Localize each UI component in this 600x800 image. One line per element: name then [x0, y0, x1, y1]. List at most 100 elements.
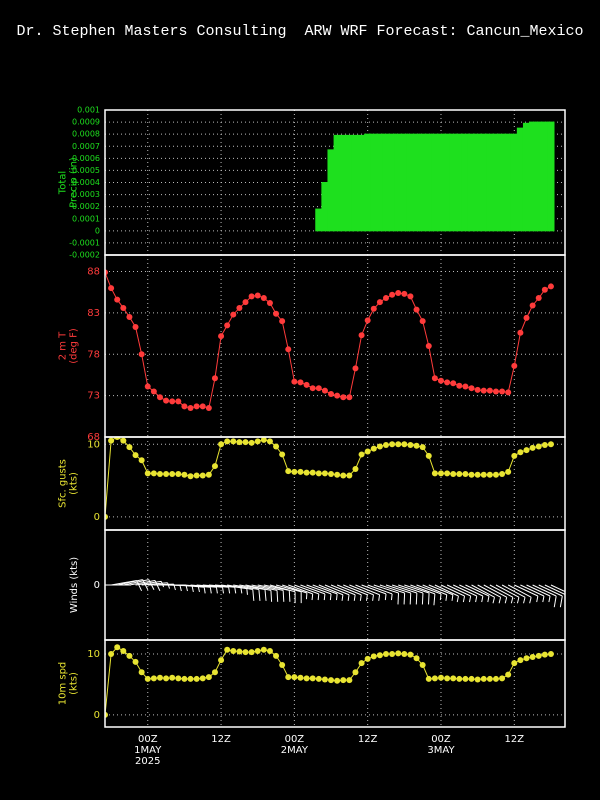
point — [138, 669, 145, 676]
bar — [522, 122, 531, 232]
point — [492, 675, 499, 682]
point — [413, 442, 420, 449]
point — [444, 470, 451, 477]
point — [383, 441, 390, 448]
point — [169, 674, 176, 681]
point — [462, 675, 469, 682]
point — [150, 675, 157, 682]
point — [474, 471, 481, 478]
point — [419, 444, 426, 451]
point — [437, 470, 444, 477]
point — [266, 438, 273, 445]
point — [291, 674, 298, 681]
point — [156, 394, 163, 401]
wind-barb — [294, 584, 320, 601]
point — [163, 675, 170, 682]
bar — [358, 134, 366, 232]
point — [163, 397, 170, 404]
bar — [529, 121, 537, 232]
bar — [370, 133, 378, 232]
bar — [406, 133, 414, 232]
wind-barb — [538, 584, 563, 608]
y-axis-label: 10m spd — [58, 662, 69, 706]
point — [114, 644, 121, 651]
point — [328, 390, 335, 397]
bar — [492, 133, 500, 232]
y-tick-label: 0.0007 — [72, 142, 100, 151]
y-axis-label: Total — [58, 171, 69, 195]
x-date-label: 1MAY — [134, 745, 162, 756]
wind-barb — [398, 584, 424, 605]
wind-barb — [495, 584, 520, 604]
bar — [376, 133, 384, 232]
point — [376, 652, 383, 659]
wind-barb — [282, 584, 308, 600]
point — [199, 472, 206, 479]
point — [181, 471, 188, 478]
point — [193, 472, 200, 479]
panel: 68 73 78 83 88 2 m T (deg F) — [58, 254, 566, 443]
point — [474, 386, 481, 393]
point — [334, 471, 341, 478]
y-tick-label: 0 — [94, 580, 100, 591]
point — [144, 675, 151, 682]
point — [315, 675, 322, 682]
point — [431, 470, 438, 477]
y-axis-label: Winds (kts) — [69, 557, 80, 613]
point — [285, 674, 292, 681]
bar — [339, 134, 347, 232]
wind-barb — [336, 584, 362, 601]
point — [529, 302, 536, 309]
point — [480, 387, 487, 394]
point — [425, 452, 432, 459]
y-tick-label: 0 — [95, 226, 100, 235]
point — [340, 472, 347, 479]
point — [456, 471, 463, 478]
point — [511, 362, 518, 369]
point — [376, 443, 383, 450]
bar — [345, 134, 353, 232]
wind-barb — [404, 584, 430, 605]
bar — [394, 133, 402, 232]
wind-barb — [275, 584, 302, 604]
point — [419, 318, 426, 325]
point — [297, 379, 304, 386]
point — [126, 444, 133, 451]
point — [486, 387, 493, 394]
point — [352, 669, 359, 676]
wind-barb — [501, 584, 526, 604]
bar — [388, 133, 396, 232]
wind-barb — [190, 584, 218, 594]
y-tick-label: 88 — [87, 267, 100, 278]
wind-barb — [312, 584, 338, 601]
point — [321, 470, 328, 477]
wind-barb — [349, 584, 374, 601]
y-tick-label: 10 — [87, 649, 100, 660]
point — [523, 447, 530, 454]
point — [340, 394, 347, 401]
point — [273, 310, 280, 317]
point — [260, 295, 267, 302]
wind-barb — [300, 584, 326, 601]
point — [523, 314, 530, 321]
panel: 0 10 Sfc. gusts (kts) — [58, 436, 566, 531]
point — [450, 675, 457, 682]
bar — [510, 133, 518, 232]
point — [126, 652, 133, 659]
point — [547, 441, 554, 448]
point — [505, 389, 512, 396]
wind-barb — [428, 584, 454, 601]
point — [517, 657, 524, 664]
x-tick-label: 00Z — [138, 734, 158, 745]
point — [456, 675, 463, 682]
y-tick-label: 10 — [87, 439, 100, 450]
point — [108, 650, 115, 657]
point — [413, 655, 420, 662]
point — [407, 293, 414, 300]
point — [511, 660, 518, 667]
point — [395, 650, 402, 657]
y-tick-label: -0.0002 — [69, 251, 100, 260]
point — [187, 473, 194, 480]
point — [431, 675, 438, 682]
